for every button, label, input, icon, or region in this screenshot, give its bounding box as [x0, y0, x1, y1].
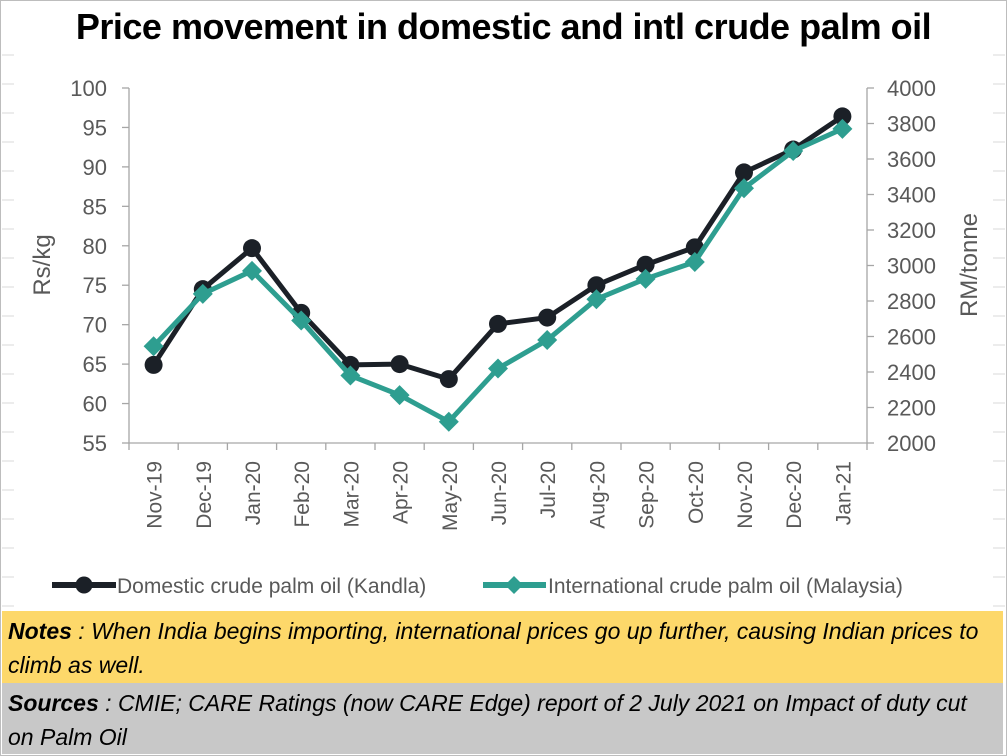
- right-tick-label: 3800: [887, 112, 936, 137]
- left-tick-label: 65: [83, 352, 107, 377]
- right-tick-label: 3200: [887, 218, 936, 243]
- notes-separator: :: [72, 618, 91, 644]
- right-tick-label: 2000: [887, 431, 936, 456]
- x-axis-ticks: Nov-19 Dec-19 Jan-20 Feb-20 Mar-20 Apr-20 May-…: [129, 443, 867, 531]
- sources-label: Sources: [8, 690, 99, 716]
- left-tick-label: 75: [83, 273, 107, 298]
- x-tick-label: Nov-20: [734, 461, 757, 529]
- x-tick-label: Jan-21: [832, 461, 855, 525]
- international-point: [636, 269, 656, 289]
- domestic-point: [243, 239, 261, 257]
- sources-separator: :: [99, 690, 118, 716]
- domestic-point: [538, 309, 556, 327]
- x-tick-label: Aug-20: [586, 461, 609, 529]
- x-tick-label: Jul-20: [537, 461, 560, 518]
- left-tick-label: 100: [70, 76, 107, 101]
- left-tick-label: 60: [83, 392, 107, 417]
- right-axis-ticks: 2000 2200 2400 2600 2800 3000 3200 3400 3600 3800…: [867, 76, 936, 456]
- x-tick-label: Nov-19: [144, 461, 167, 529]
- sources-text: CMIE; CARE Ratings (now CARE Edge) repor…: [8, 690, 967, 750]
- x-tick-label: Dec-19: [193, 461, 216, 529]
- domestic-point: [489, 315, 507, 333]
- domestic-point: [440, 370, 458, 388]
- notes-text: When India begins importing, internation…: [8, 618, 978, 678]
- left-tick-label: 85: [83, 194, 107, 219]
- x-tick-label: Dec-20: [783, 461, 806, 529]
- notes-label: Notes: [8, 618, 72, 644]
- notes-box: Notes : When India begins importing, int…: [2, 611, 1003, 683]
- legend-international-marker: [505, 576, 523, 594]
- y-axis-label-left: Rs/kg: [29, 234, 56, 295]
- x-tick-label: Feb-20: [291, 461, 314, 528]
- domestic-point: [145, 356, 163, 374]
- left-axis-ticks: 55 60 65 70 75 80 85 90 95 100: [70, 76, 129, 456]
- right-tick-label: 3400: [887, 183, 936, 208]
- domestic-point: [391, 355, 409, 373]
- left-tick-label: 80: [83, 234, 107, 259]
- right-tick-label: 3000: [887, 254, 936, 279]
- legend-international-label: International crude palm oil (Malaysia): [548, 575, 903, 598]
- right-tick-label: 2800: [887, 289, 936, 314]
- legend-domestic-marker: [76, 577, 93, 594]
- x-tick-label: Sep-20: [636, 461, 659, 529]
- x-tick-label: Apr-20: [390, 461, 413, 524]
- x-tick-label: Jan-20: [242, 461, 265, 525]
- chart-plot: 55 60 65 70 75 80 85 90 95 100 2000 2200 2400 2600 28…: [0, 0, 1007, 610]
- series-domestic: [145, 107, 852, 388]
- x-tick-label: May-20: [439, 461, 462, 531]
- left-tick-label: 55: [83, 431, 107, 456]
- international-point: [390, 385, 410, 405]
- legend-domestic-label: Domestic crude palm oil (Kandla): [117, 575, 426, 598]
- x-tick-label: Oct-20: [685, 461, 708, 524]
- x-tick-label: Jun-20: [488, 461, 511, 525]
- right-tick-label: 2600: [887, 325, 936, 350]
- left-tick-label: 70: [83, 313, 107, 338]
- legend: Domestic crude palm oil (Kandla) Interna…: [52, 575, 903, 598]
- x-tick-label: Mar-20: [340, 461, 363, 528]
- right-tick-label: 2400: [887, 360, 936, 385]
- y-axis-label-right: RM/tonne: [956, 213, 983, 317]
- right-tick-label: 4000: [887, 76, 936, 101]
- left-tick-label: 95: [83, 115, 107, 140]
- right-tick-label: 3600: [887, 147, 936, 172]
- sources-box: Sources : CMIE; CARE Ratings (now CARE E…: [2, 683, 1003, 754]
- left-tick-label: 90: [83, 155, 107, 180]
- axes: [129, 88, 867, 443]
- right-tick-label: 2200: [887, 396, 936, 421]
